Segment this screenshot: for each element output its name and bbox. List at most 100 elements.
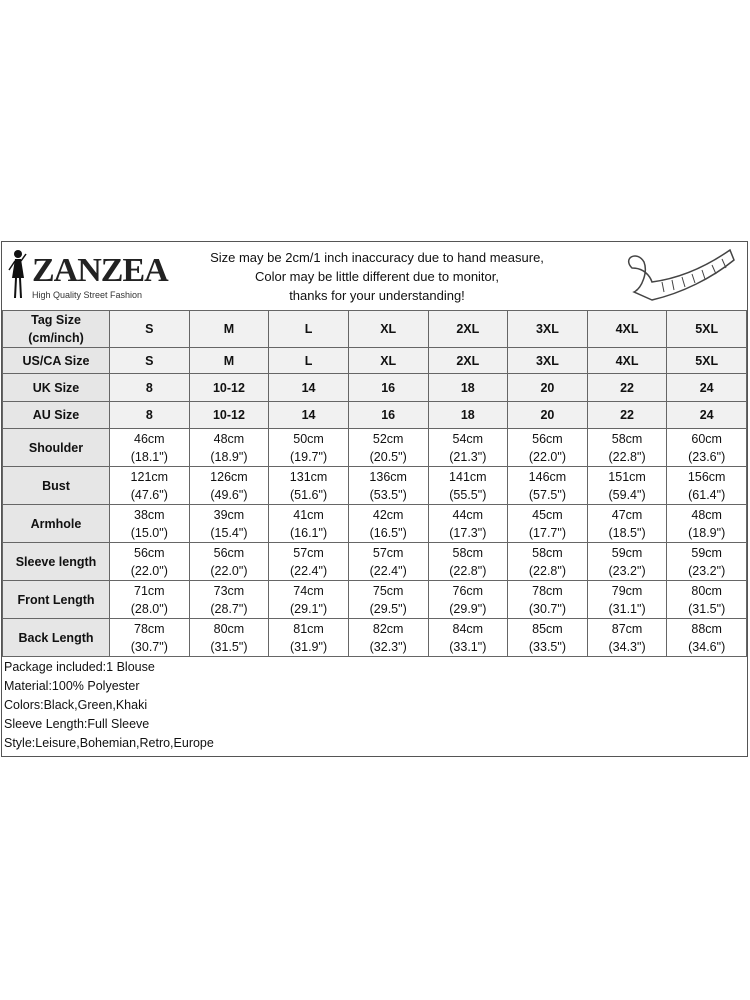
product-notes: Package included:1 Blouse Material:100% P… <box>4 658 214 753</box>
inch-value: (33.5") <box>528 639 566 654</box>
measurement-cell: 79cm (31.1") <box>586 580 668 619</box>
measurement-cell: 141cm (55.5") <box>427 466 509 505</box>
cm-value: 80cm <box>691 583 722 598</box>
cm-value: 48cm <box>691 507 722 522</box>
inch-value: (16.1") <box>290 525 328 540</box>
inch-value: (30.7") <box>130 639 168 654</box>
inch-value: (28.0") <box>130 601 168 616</box>
measurement-row: Shoulder 46cm (18.1") 48cm (18.9") 50cm (19.7"… <box>2 428 747 467</box>
measurement-cell: 80cm (31.5") <box>188 618 270 657</box>
cm-value: 59cm <box>611 545 643 560</box>
cm-value: 85cm <box>532 621 563 636</box>
cm-value: 38cm <box>134 507 165 522</box>
row-label: Bust <box>2 466 110 505</box>
cm-value: 56cm <box>532 431 563 446</box>
measurement-cell: 121cm (47.6") <box>109 466 190 505</box>
cm-value: 39cm <box>213 507 245 522</box>
cm-value: 59cm <box>691 545 722 560</box>
inch-value: (18.9") <box>688 525 726 540</box>
size-cell: S <box>109 310 190 348</box>
size-cell: 2XL <box>427 347 509 374</box>
size-cell: 24 <box>666 401 747 429</box>
inch-value: (22.8") <box>449 563 487 578</box>
inch-value: (17.3") <box>449 525 487 540</box>
size-cell: 14 <box>268 401 349 429</box>
size-cell: 16 <box>347 373 429 402</box>
measurement-row: Front Length 71cm (28.0") 73cm (28.7") 74cm (2… <box>2 580 747 619</box>
woman-silhouette-icon <box>8 250 27 299</box>
measurement-cell: 60cm (23.6") <box>666 428 747 467</box>
inch-value: (19.7") <box>290 449 328 464</box>
measurement-cell: 45cm (17.7") <box>507 504 588 543</box>
cm-value: 58cm <box>611 431 643 446</box>
measurement-cell: 44cm (17.3") <box>427 504 509 543</box>
inch-value: (33.1") <box>449 639 487 654</box>
measurement-cell: 81cm (31.9") <box>268 618 349 657</box>
cm-value: 121cm <box>130 469 169 484</box>
measurement-cell: 151cm (59.4") <box>586 466 668 505</box>
brand-tagline: High Quality Street Fashion <box>32 290 143 300</box>
measurement-cell: 88cm (34.6") <box>666 618 747 657</box>
cm-value: 82cm <box>372 621 404 636</box>
size-cell: 18 <box>427 373 509 402</box>
note-line: Style:Leisure,Bohemian,Retro,Europe <box>4 736 214 750</box>
cm-value: 44cm <box>452 507 484 522</box>
cm-value: 42cm <box>372 507 404 522</box>
inch-value: (34.6") <box>688 639 726 654</box>
inch-value: (49.6") <box>210 487 248 502</box>
inch-value: (51.6") <box>290 487 328 502</box>
note-line: Colors:Black,Green,Khaki <box>4 698 148 712</box>
cm-value: 57cm <box>372 545 404 560</box>
measurement-cell: 71cm (28.0") <box>109 580 190 619</box>
measurement-cell: 50cm (19.7") <box>268 428 349 467</box>
measurement-cell: 75cm (29.5") <box>347 580 429 619</box>
measurement-cell: 56cm (22.0") <box>188 542 270 581</box>
inch-value: (61.4") <box>688 487 726 502</box>
inch-value: (22.0") <box>130 563 168 578</box>
cm-value: 146cm <box>528 469 567 484</box>
notice-text: Size may be 2cm/1 inch inaccuracy due to… <box>182 248 572 305</box>
row-label: Tag Size (cm/inch) <box>2 310 110 348</box>
measurement-cell: 57cm (22.4") <box>347 542 429 581</box>
inch-value: (15.0") <box>130 525 168 540</box>
measurement-row: Sleeve length 56cm (22.0") 56cm (22.0") 57cm (… <box>2 542 747 581</box>
measurement-cell: 48cm (18.9") <box>188 428 270 467</box>
inch-value: (34.3") <box>608 639 646 654</box>
measurement-cell: 52cm (20.5") <box>347 428 429 467</box>
size-cell: 8 <box>109 401 190 429</box>
cm-value: 60cm <box>691 431 722 446</box>
inch-value: (28.7") <box>210 601 248 616</box>
cm-value: 52cm <box>372 431 404 446</box>
inch-value: (55.5") <box>449 487 487 502</box>
inch-value: (22.8") <box>608 449 646 464</box>
inch-value: (53.5") <box>369 487 407 502</box>
inch-value: (21.3") <box>449 449 487 464</box>
measurement-cell: 76cm (29.9") <box>427 580 509 619</box>
cm-value: 45cm <box>532 507 563 522</box>
inch-value: (23.2") <box>608 563 646 578</box>
measurement-cell: 78cm (30.7") <box>507 580 588 619</box>
inch-value: (18.1") <box>130 449 168 464</box>
inch-value: (18.5") <box>608 525 646 540</box>
chart-header: ZANZEA High Quality Street Fashion Size … <box>2 242 747 311</box>
cm-value: 80cm <box>213 621 245 636</box>
row-label: UK Size <box>2 373 110 402</box>
inch-value: (47.6") <box>130 487 168 502</box>
size-cell: L <box>268 310 349 348</box>
size-cell: 3XL <box>507 347 588 374</box>
inch-value: (32.3") <box>369 639 407 654</box>
inch-value: (31.9") <box>290 639 328 654</box>
size-cell: 5XL <box>666 310 747 348</box>
measurement-cell: 48cm (18.9") <box>666 504 747 543</box>
size-row: AU Size 8 10-12 14 16 18 20 22 24 <box>2 401 747 429</box>
cm-value: 57cm <box>293 545 324 560</box>
cm-value: 56cm <box>213 545 245 560</box>
inch-value: (22.4") <box>369 563 407 578</box>
cm-value: 48cm <box>213 431 245 446</box>
inch-value: (15.4") <box>210 525 248 540</box>
row-label: AU Size <box>2 401 110 429</box>
size-table: Tag Size (cm/inch) S M L XL 2XL 3XL 4XL 5XL US/CA… <box>2 310 747 657</box>
row-label: US/CA Size <box>2 347 110 374</box>
measurement-cell: 57cm (22.4") <box>268 542 349 581</box>
measurement-cell: 58cm (22.8") <box>427 542 509 581</box>
